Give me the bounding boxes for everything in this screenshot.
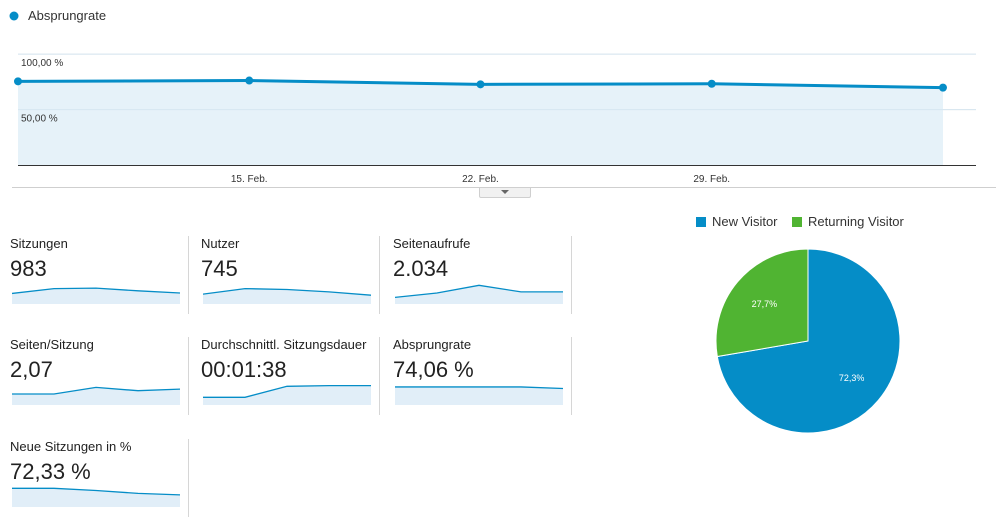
metric-sparkline	[12, 287, 180, 304]
data-point-3	[707, 79, 716, 88]
sparkline-line	[12, 287, 180, 295]
metric-tile[interactable]: Durchschnittl. Sitzungsdauer 00:01:38	[201, 337, 380, 415]
main-line-chart: Absprungrate 100,00 % 50,00 % 15. Feb. 22. F…	[9, 8, 976, 185]
legend-label-new-visitor: New Visitor	[712, 214, 778, 229]
legend-swatch-returning-visitor	[792, 216, 802, 227]
visitor-type-pie-chart: 72,3% 27,7%	[715, 248, 901, 434]
metric-value: 2.034	[393, 256, 449, 281]
data-point-0	[14, 77, 22, 86]
legend-swatch-new-visitor	[696, 216, 706, 227]
x-tick-label-1: 22. Feb.	[462, 174, 499, 185]
pie-legend-new-visitor[interactable]: New Visitor	[696, 214, 778, 229]
metric-sparkline	[12, 386, 180, 405]
legend-dot-absprungrate	[9, 11, 19, 21]
metric-value: 72,33 %	[10, 459, 91, 484]
pie-slice-returning-visitor	[715, 248, 809, 358]
metric-tile[interactable]: Seitenaufrufe 2.034	[393, 236, 572, 314]
metric-value: 2,07	[10, 357, 53, 382]
sparkline-line	[12, 386, 180, 395]
metric-value: 983	[10, 256, 47, 281]
sparkline-fill	[395, 386, 563, 405]
y-tick-label-0: 100,00 %	[21, 58, 63, 69]
pie-slice-label-1: 27,7%	[752, 299, 778, 309]
metric-sparkline	[203, 287, 371, 304]
metric-label: Neue Sitzungen in %	[10, 439, 132, 454]
metric-tile[interactable]: Nutzer 745	[201, 236, 380, 314]
sparkline-fill	[12, 488, 180, 507]
sparkline-line	[203, 287, 371, 296]
sparkline-fill	[12, 288, 180, 304]
pie-slice-label-0: 72,3%	[839, 373, 865, 383]
y-tick-label-1: 50,00 %	[21, 114, 58, 125]
metric-tile[interactable]: Neue Sitzungen in % 72,33 %	[10, 439, 189, 517]
sparkline-fill	[395, 285, 563, 304]
pie-legend-returning-visitor[interactable]: Returning Visitor	[792, 214, 904, 229]
chart-collapse-toggle[interactable]	[479, 188, 531, 198]
metric-sparkline	[12, 487, 180, 507]
metric-tile[interactable]: Absprungrate 74,06 %	[393, 337, 572, 415]
data-point-1	[245, 76, 254, 85]
metric-sparkline	[395, 284, 563, 304]
metric-label: Seiten/Sitzung	[10, 337, 94, 352]
metric-tile[interactable]: Seiten/Sitzung 2,07	[10, 337, 189, 415]
metric-tile[interactable]: Sitzungen 983	[10, 236, 189, 314]
metric-value: 00:01:38	[201, 357, 287, 382]
metric-label: Durchschnittl. Sitzungsdauer	[201, 337, 367, 352]
metric-sparkline	[395, 386, 563, 405]
metric-label: Absprungrate	[393, 337, 472, 352]
sparkline-line	[395, 386, 563, 390]
sparkline-line	[12, 487, 180, 496]
x-tick-label-0: 15. Feb.	[231, 174, 268, 185]
data-point-4	[938, 83, 947, 92]
metric-sparkline	[203, 384, 371, 405]
sparkline-line	[203, 384, 371, 398]
chevron-down-icon	[501, 190, 509, 194]
data-point-2	[476, 80, 485, 89]
series-area-absprungrate	[18, 80, 943, 165]
metric-label: Nutzer	[201, 236, 240, 251]
sparkline-fill	[203, 385, 371, 405]
sparkline-line	[395, 284, 563, 299]
metric-label: Sitzungen	[10, 236, 68, 251]
sparkline-fill	[12, 387, 180, 405]
pie-slice-new-visitor	[716, 248, 901, 434]
metric-label: Seitenaufrufe	[393, 236, 471, 251]
legend-label-absprungrate: Absprungrate	[28, 8, 106, 23]
x-tick-label-2: 29. Feb.	[693, 174, 730, 185]
chart-divider	[12, 187, 996, 188]
metric-value: 74,06 %	[393, 357, 474, 382]
legend-label-returning-visitor: Returning Visitor	[808, 214, 904, 229]
metric-value: 745	[201, 256, 238, 281]
